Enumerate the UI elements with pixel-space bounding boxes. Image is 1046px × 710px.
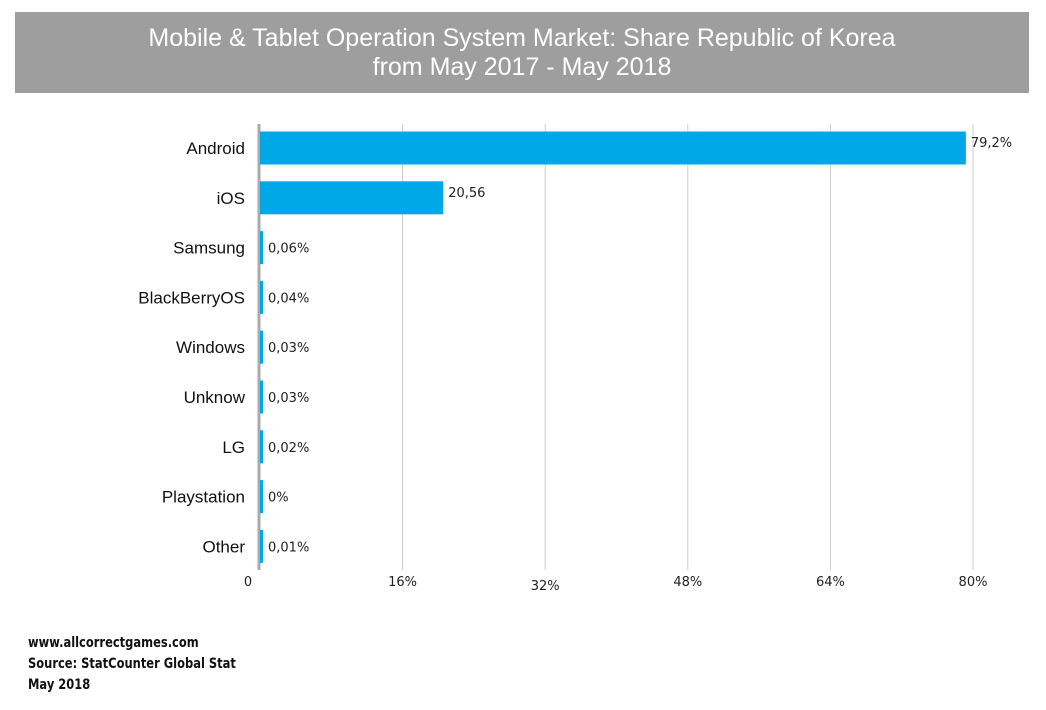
footer-date: May 2018 [28,677,91,693]
data-label-blackberryos: 0,04% [268,291,309,306]
labels: 0 16% 32% 48% 64% 80% Android 79,2% iOS 20,56 Sams… [138,136,1012,594]
gridlines [257,124,974,570]
category-label-other: Other [202,537,245,556]
x-tick-label-32: 32% [531,579,560,594]
data-label-playstation: 0% [268,491,289,506]
data-label-other: 0,01% [268,540,309,555]
bar-windows [260,330,263,364]
x-tick-label-80: 80% [959,575,988,590]
bars [260,131,966,563]
chart-title-banner: Mobile & Tablet Operation System Market:… [15,12,1029,93]
chart-footer: www.allcorrectgames.com Source: StatCoun… [28,633,236,696]
category-label-playstation: Playstation [162,488,245,507]
category-label-ios: iOS [217,189,245,208]
x-tick-label-48: 48% [673,575,702,590]
bar-playstation [260,480,263,514]
x-tick-label-0: 0 [244,575,252,590]
category-label-android: Android [186,139,245,158]
footer-website: www.allcorrectgames.com [28,635,199,651]
bar-ios [260,181,444,215]
data-label-ios: 20,56 [448,186,485,201]
chart-title-line1: Mobile & Tablet Operation System Market:… [148,24,896,52]
data-label-windows: 0,03% [268,341,309,356]
category-label-windows: Windows [176,338,245,357]
category-label-unknow: Unknow [184,388,246,407]
category-label-lg: LG [222,438,245,457]
data-label-lg: 0,02% [268,441,309,456]
bar-other [260,529,263,563]
x-tick-label-16: 16% [388,575,417,590]
bar-blackberryos [260,280,263,314]
category-label-blackberryos: BlackBerryOS [138,288,245,307]
data-label-android: 79,2% [971,136,1012,151]
data-label-unknow: 0,03% [268,391,309,406]
category-label-samsung: Samsung [173,239,245,258]
bar-unknow [260,380,263,414]
bar-samsung [260,231,263,265]
data-label-samsung: 0,06% [268,242,309,257]
bar-lg [260,430,263,464]
x-tick-label-64: 64% [816,575,845,590]
chart-title-line2: from May 2017 - May 2018 [372,53,672,81]
bar-android [260,131,966,165]
footer-source: Source: StatCounter Global Stat [28,656,236,672]
